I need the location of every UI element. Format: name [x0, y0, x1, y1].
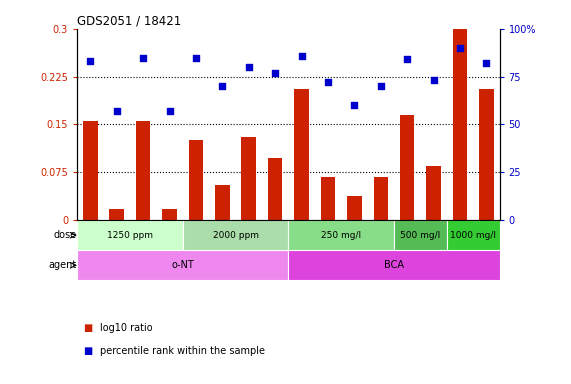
Text: GDS2051 / 18421: GDS2051 / 18421 [77, 15, 182, 28]
Point [297, 53, 306, 59]
Point [456, 45, 465, 51]
Bar [77, 220, 183, 250]
Bar [183, 220, 288, 250]
Bar [447, 220, 500, 250]
Point [112, 108, 121, 114]
Bar [321, 177, 335, 220]
Point [139, 55, 148, 61]
Point [482, 60, 491, 66]
Bar [110, 209, 124, 220]
Bar [162, 209, 177, 220]
Text: 500 mg/l: 500 mg/l [400, 231, 440, 240]
Bar [288, 250, 500, 280]
Point [376, 83, 385, 89]
Point [191, 55, 200, 61]
Text: BCA: BCA [384, 260, 404, 270]
Text: agent: agent [49, 260, 77, 270]
Bar [288, 220, 394, 250]
Point [86, 58, 95, 65]
Text: ■: ■ [83, 346, 92, 356]
Text: o-NT: o-NT [171, 260, 194, 270]
Bar [347, 196, 361, 220]
Text: ■: ■ [83, 323, 92, 333]
Text: 1250 ppm: 1250 ppm [107, 231, 153, 240]
Bar [77, 250, 288, 280]
Point [350, 102, 359, 108]
Point [429, 78, 438, 84]
Bar [479, 89, 494, 220]
Bar [83, 121, 98, 220]
Bar [268, 158, 283, 220]
Bar [242, 137, 256, 220]
Bar [427, 166, 441, 220]
Bar [400, 115, 415, 220]
Bar [394, 220, 447, 250]
Text: 250 mg/l: 250 mg/l [321, 231, 361, 240]
Text: percentile rank within the sample: percentile rank within the sample [100, 346, 265, 356]
Bar [453, 29, 467, 220]
Text: log10 ratio: log10 ratio [100, 323, 152, 333]
Point [218, 83, 227, 89]
Bar [215, 185, 230, 220]
Point [165, 108, 174, 114]
Point [271, 70, 280, 76]
Bar [373, 177, 388, 220]
Bar [294, 89, 309, 220]
Point [323, 79, 332, 86]
Point [403, 56, 412, 63]
Text: dose: dose [54, 230, 77, 240]
Bar [188, 141, 203, 220]
Text: 2000 ppm: 2000 ppm [212, 231, 259, 240]
Text: 1000 mg/l: 1000 mg/l [450, 231, 496, 240]
Bar [136, 121, 150, 220]
Point [244, 64, 254, 70]
